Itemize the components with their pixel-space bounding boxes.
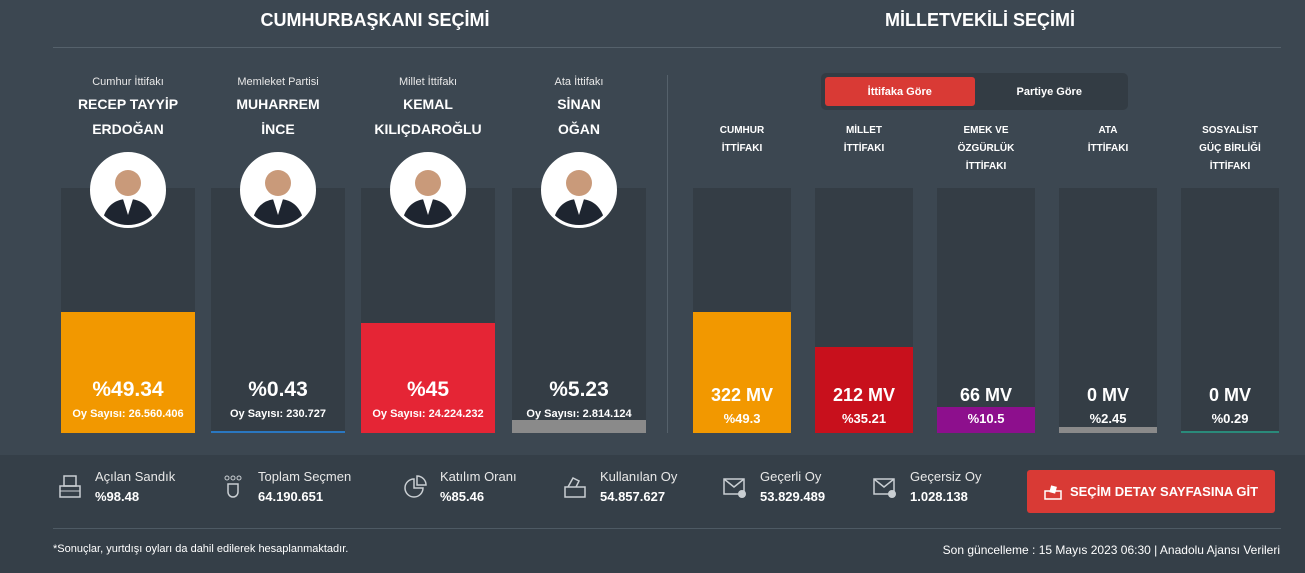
candidate-alliance: Cumhur İttifakı — [92, 76, 164, 88]
candidate-bar-track — [61, 188, 195, 433]
divider — [53, 47, 1281, 48]
alliance-label: CUMHUR İTTİFAKI — [719, 125, 765, 154]
button-label: SEÇİM DETAY SAYFASINA GİT — [1069, 484, 1259, 499]
stat-item: Toplam Seçmen 64.190.651 — [220, 469, 351, 504]
candidate-alliance: Memleket Partisi — [237, 76, 319, 88]
alliance-seats: 322 MV — [710, 385, 774, 405]
alliance-bar-track — [1181, 188, 1279, 433]
candidate-alliance: Ata İttifakı — [554, 76, 604, 88]
stat-value: 1.028.138 — [910, 489, 968, 504]
stat-label: Katılım Oranı — [440, 469, 517, 484]
alliance-seats: 0 MV — [1208, 385, 1251, 405]
candidate-name: MUHARREM İNCE — [236, 96, 320, 137]
vote-icon — [564, 476, 586, 498]
alliance-percent: %10.5 — [967, 411, 1005, 426]
view-toggle[interactable]: İttifaka Göre Partiye Göre — [821, 73, 1128, 110]
candidate-card[interactable]: Cumhur İttifakı RECEP TAYYİP ERDOĞAN — [61, 76, 195, 142]
candidate-percent: %49.34 — [92, 378, 164, 401]
stat-label: Geçerli Oy — [760, 469, 822, 484]
alliance-label: SOSYALİST GÜÇ BİRLİĞİ İTTİFAKI — [1199, 125, 1261, 172]
pie-chart-icon — [404, 474, 427, 498]
last-updated: Son güncelleme : 15 Mayıs 2023 06:30 | A… — [942, 543, 1280, 557]
president-title: CUMHURBAŞKANI SEÇİMİ — [260, 10, 490, 30]
alliance-bar-track — [815, 188, 913, 433]
candidate-votes: Oy Sayısı: 26.560.406 — [72, 408, 184, 420]
alliance-bar-fill — [693, 312, 791, 433]
ballot-box-icon — [59, 474, 81, 498]
candidate-votes: Oy Sayısı: 230.727 — [229, 408, 326, 420]
candidate-percent: %45 — [406, 378, 450, 401]
footnote: *Sonuçlar, yurtdışı oyları da dahil edil… — [53, 543, 349, 555]
candidate-bar-fill — [512, 420, 646, 433]
candidate-percent: %0.43 — [248, 378, 308, 401]
stat-item: Katılım Oranı %85.46 — [402, 469, 517, 504]
stat-label: Açılan Sandık — [95, 469, 176, 484]
stat-value: 53.829.489 — [760, 489, 826, 504]
alliance-seats: 0 MV — [1086, 385, 1129, 405]
alliance-bar-fill — [1181, 431, 1279, 433]
alliance-seats: 66 MV — [959, 385, 1013, 405]
candidate-photo — [541, 152, 617, 228]
candidate-name: SİNAN OĞAN — [557, 96, 601, 137]
candidate-card[interactable]: Millet İttifakı KEMAL KILIÇDAROĞLU — [361, 76, 495, 142]
candidate-card[interactable]: Ata İttifakı SİNAN OĞAN — [512, 76, 646, 142]
alliance-bar-track — [693, 188, 791, 433]
tab-by-alliance[interactable]: İttifaka Göre — [825, 77, 975, 106]
stat-label: Kullanılan Oy — [600, 469, 678, 484]
candidate-votes: Oy Sayısı: 24.224.232 — [372, 408, 484, 420]
alliance-bar-fill — [815, 346, 913, 433]
alliance-percent: %0.29 — [1211, 411, 1249, 426]
stat-value: %98.48 — [95, 489, 140, 504]
stat-label: Toplam Seçmen — [258, 469, 352, 484]
stat-item: Açılan Sandık %98.48 — [57, 469, 175, 504]
alliance-label: EMEK VE ÖZGÜRLÜK İTTİFAKI — [957, 125, 1015, 172]
candidate-photo — [240, 152, 316, 228]
invalid-envelope-icon — [873, 477, 896, 498]
candidate-percent: %5.23 — [549, 378, 609, 401]
stat-label: Geçersiz Oy — [910, 469, 982, 484]
candidate-alliance: Millet İttifakı — [398, 76, 458, 88]
divider — [53, 528, 1281, 529]
candidate-bar-track — [211, 188, 345, 433]
candidate-bar-fill — [61, 312, 195, 433]
candidate-bar-track — [361, 188, 495, 433]
valid-envelope-icon — [723, 477, 746, 498]
candidate-bar-fill — [211, 431, 345, 433]
alliance-bar-track — [1059, 188, 1157, 433]
alliance-label: ATA İTTİFAKI — [1087, 125, 1129, 154]
election-detail-button[interactable]: SEÇİM DETAY SAYFASINA GİT — [1027, 470, 1275, 513]
stat-item: Geçerli Oy 53.829.489 — [722, 469, 825, 504]
stat-item: Geçersiz Oy 1.028.138 — [872, 469, 982, 504]
candidate-photo — [390, 152, 466, 228]
stat-value: %85.46 — [440, 489, 485, 504]
candidate-name: KEMAL KILIÇDAROĞLU — [374, 96, 482, 137]
alliance-bar-track — [937, 188, 1035, 433]
candidate-bar-fill — [361, 322, 495, 433]
candidate-card[interactable]: Memleket Partisi MUHARREM İNCE — [211, 76, 345, 142]
ballot-icon — [1044, 484, 1062, 500]
alliance-bar-fill — [1059, 427, 1157, 433]
alliance-percent: %49.3 — [723, 411, 761, 426]
tab-by-party[interactable]: Partiye Göre — [1016, 85, 1082, 98]
alliance-percent: %35.21 — [841, 411, 887, 426]
alliance-label: MİLLET İTTİFAKI — [843, 125, 885, 154]
stat-value: 64.190.651 — [258, 489, 324, 504]
people-icon — [224, 475, 242, 498]
candidate-photo — [90, 152, 166, 228]
candidate-votes: Oy Sayısı: 2.814.124 — [526, 408, 632, 420]
alliance-percent: %2.45 — [1089, 411, 1127, 426]
alliance-bar-fill — [937, 407, 1035, 433]
parliament-title: MİLLETVEKİLİ SEÇİMİ — [884, 10, 1075, 30]
alliance-seats: 212 MV — [832, 385, 896, 405]
stat-item: Kullanılan Oy 54.857.627 — [562, 469, 677, 504]
summary-bar: Açılan Sandık %98.48 Toplam Seçmen 64.190.… — [0, 455, 1305, 573]
divider — [667, 75, 668, 433]
stat-value: 54.857.627 — [600, 489, 666, 504]
candidate-bar-track — [512, 188, 646, 433]
candidate-name: RECEP TAYYİP ERDOĞAN — [77, 96, 179, 137]
